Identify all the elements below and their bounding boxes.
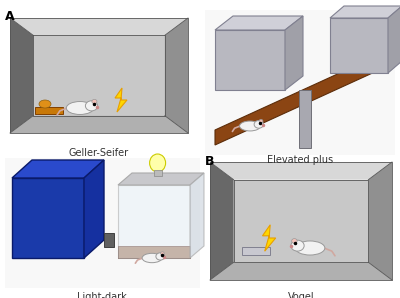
Polygon shape [285, 16, 303, 90]
FancyBboxPatch shape [299, 90, 311, 148]
Polygon shape [10, 18, 188, 35]
Polygon shape [215, 50, 390, 145]
Ellipse shape [66, 102, 94, 114]
Ellipse shape [240, 121, 260, 131]
FancyBboxPatch shape [118, 246, 190, 258]
Polygon shape [190, 173, 204, 258]
Polygon shape [388, 6, 400, 73]
Ellipse shape [86, 101, 98, 111]
FancyBboxPatch shape [205, 10, 395, 155]
Ellipse shape [160, 252, 164, 255]
Polygon shape [330, 6, 400, 18]
Text: Elevated plus: Elevated plus [267, 155, 333, 165]
Text: Geller-Seifer: Geller-Seifer [69, 148, 129, 158]
Polygon shape [210, 262, 392, 280]
Ellipse shape [39, 100, 51, 108]
FancyBboxPatch shape [330, 18, 388, 73]
Polygon shape [115, 88, 127, 112]
Ellipse shape [142, 253, 162, 263]
Text: B: B [205, 155, 214, 168]
Polygon shape [234, 180, 368, 262]
Polygon shape [84, 160, 104, 258]
Polygon shape [210, 162, 392, 180]
FancyBboxPatch shape [215, 30, 285, 90]
Polygon shape [262, 225, 276, 251]
Polygon shape [10, 18, 33, 133]
Ellipse shape [156, 253, 165, 260]
FancyBboxPatch shape [5, 158, 200, 288]
Polygon shape [12, 160, 104, 178]
FancyBboxPatch shape [154, 170, 162, 176]
Polygon shape [368, 162, 392, 280]
Polygon shape [33, 35, 165, 116]
Ellipse shape [254, 120, 264, 128]
Text: Vogel: Vogel [288, 292, 314, 298]
Ellipse shape [292, 239, 297, 243]
FancyBboxPatch shape [242, 247, 270, 255]
FancyBboxPatch shape [35, 107, 63, 114]
Polygon shape [165, 18, 188, 133]
FancyBboxPatch shape [12, 178, 84, 258]
Ellipse shape [92, 99, 97, 104]
Polygon shape [10, 116, 188, 133]
Ellipse shape [291, 240, 304, 251]
FancyBboxPatch shape [104, 233, 114, 247]
Ellipse shape [259, 119, 263, 123]
FancyBboxPatch shape [118, 185, 190, 258]
Ellipse shape [295, 241, 325, 255]
Polygon shape [210, 162, 234, 280]
Ellipse shape [150, 154, 166, 172]
Polygon shape [118, 173, 204, 185]
Text: A: A [5, 10, 15, 23]
Polygon shape [215, 16, 303, 30]
Text: Light-dark: Light-dark [77, 292, 127, 298]
